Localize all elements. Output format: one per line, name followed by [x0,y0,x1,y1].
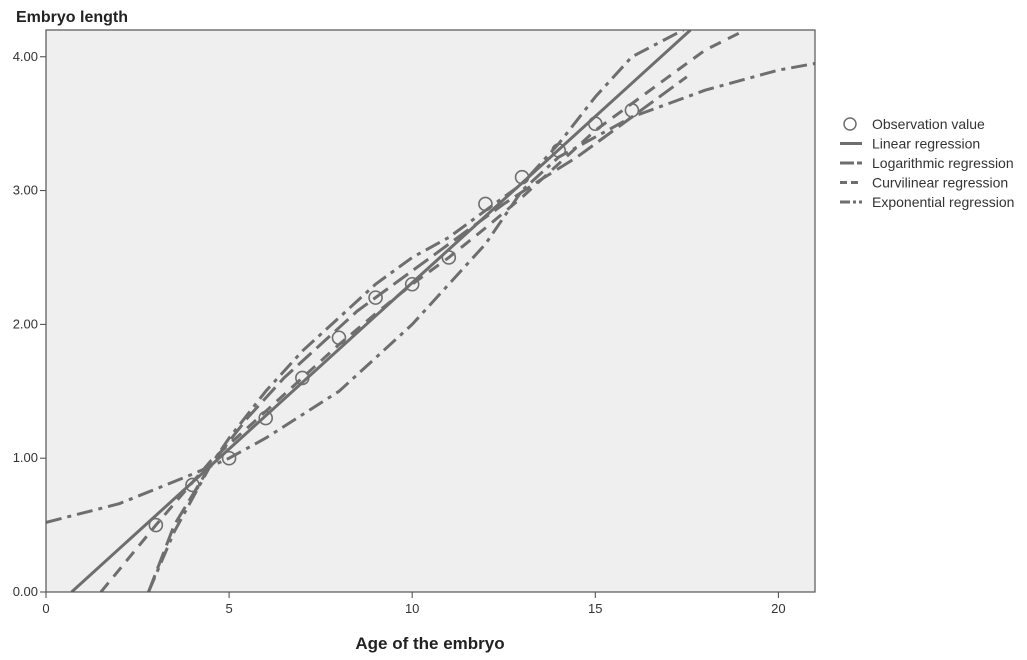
observation-point [624,102,640,118]
observation-point [404,276,420,292]
observation-point [551,143,566,158]
exponential-regression-line [46,62,815,524]
linear-regression-line [70,30,692,592]
observation-point [587,116,603,131]
observation-point [295,370,310,386]
legend-label: Curvilinear regression [872,175,1008,191]
x-tick-label: 15 [588,601,602,616]
observation-point [185,477,200,493]
legend-label: Logarithmic regression [872,155,1014,171]
observation-point [331,330,347,346]
x-tick-label: 0 [42,601,49,616]
observation-point [441,250,457,265]
plot-frame [45,29,816,593]
legend: Observation value Linear regression Logari… [840,116,1014,210]
extra-regression-line [147,30,684,592]
observation-point [258,410,274,426]
regression-lines [46,30,815,592]
y-tick-label: 3.00 [13,183,38,198]
observation-point [368,290,383,305]
legend-label: Exponential regression [872,194,1014,210]
x-tick-label: 10 [405,601,419,616]
legend-marker-observation [843,117,857,131]
y-tick-label: 1.00 [13,450,38,465]
x-axis-title: Age of the embryo [355,634,504,653]
x-tick-label: 20 [771,601,785,616]
plot-area: 0.00 1.00 2.00 3.00 4.00 0 5 10 15 20 [13,29,816,616]
y-tick-label: 2.00 [13,316,38,331]
observation-point [478,196,493,212]
y-tick-label: 0.00 [13,584,38,599]
x-tick-label: 5 [225,601,232,616]
observation-point [221,450,237,466]
y-axis-title: Embryo length [16,9,128,26]
observation-point [148,517,164,533]
curvilinear-regression-line [99,30,747,592]
legend-label: Observation value [872,116,985,132]
legend-label: Linear regression [872,136,980,152]
plot-background [46,30,815,592]
observation-point [514,169,530,185]
y-tick-label: 4.00 [13,49,38,64]
